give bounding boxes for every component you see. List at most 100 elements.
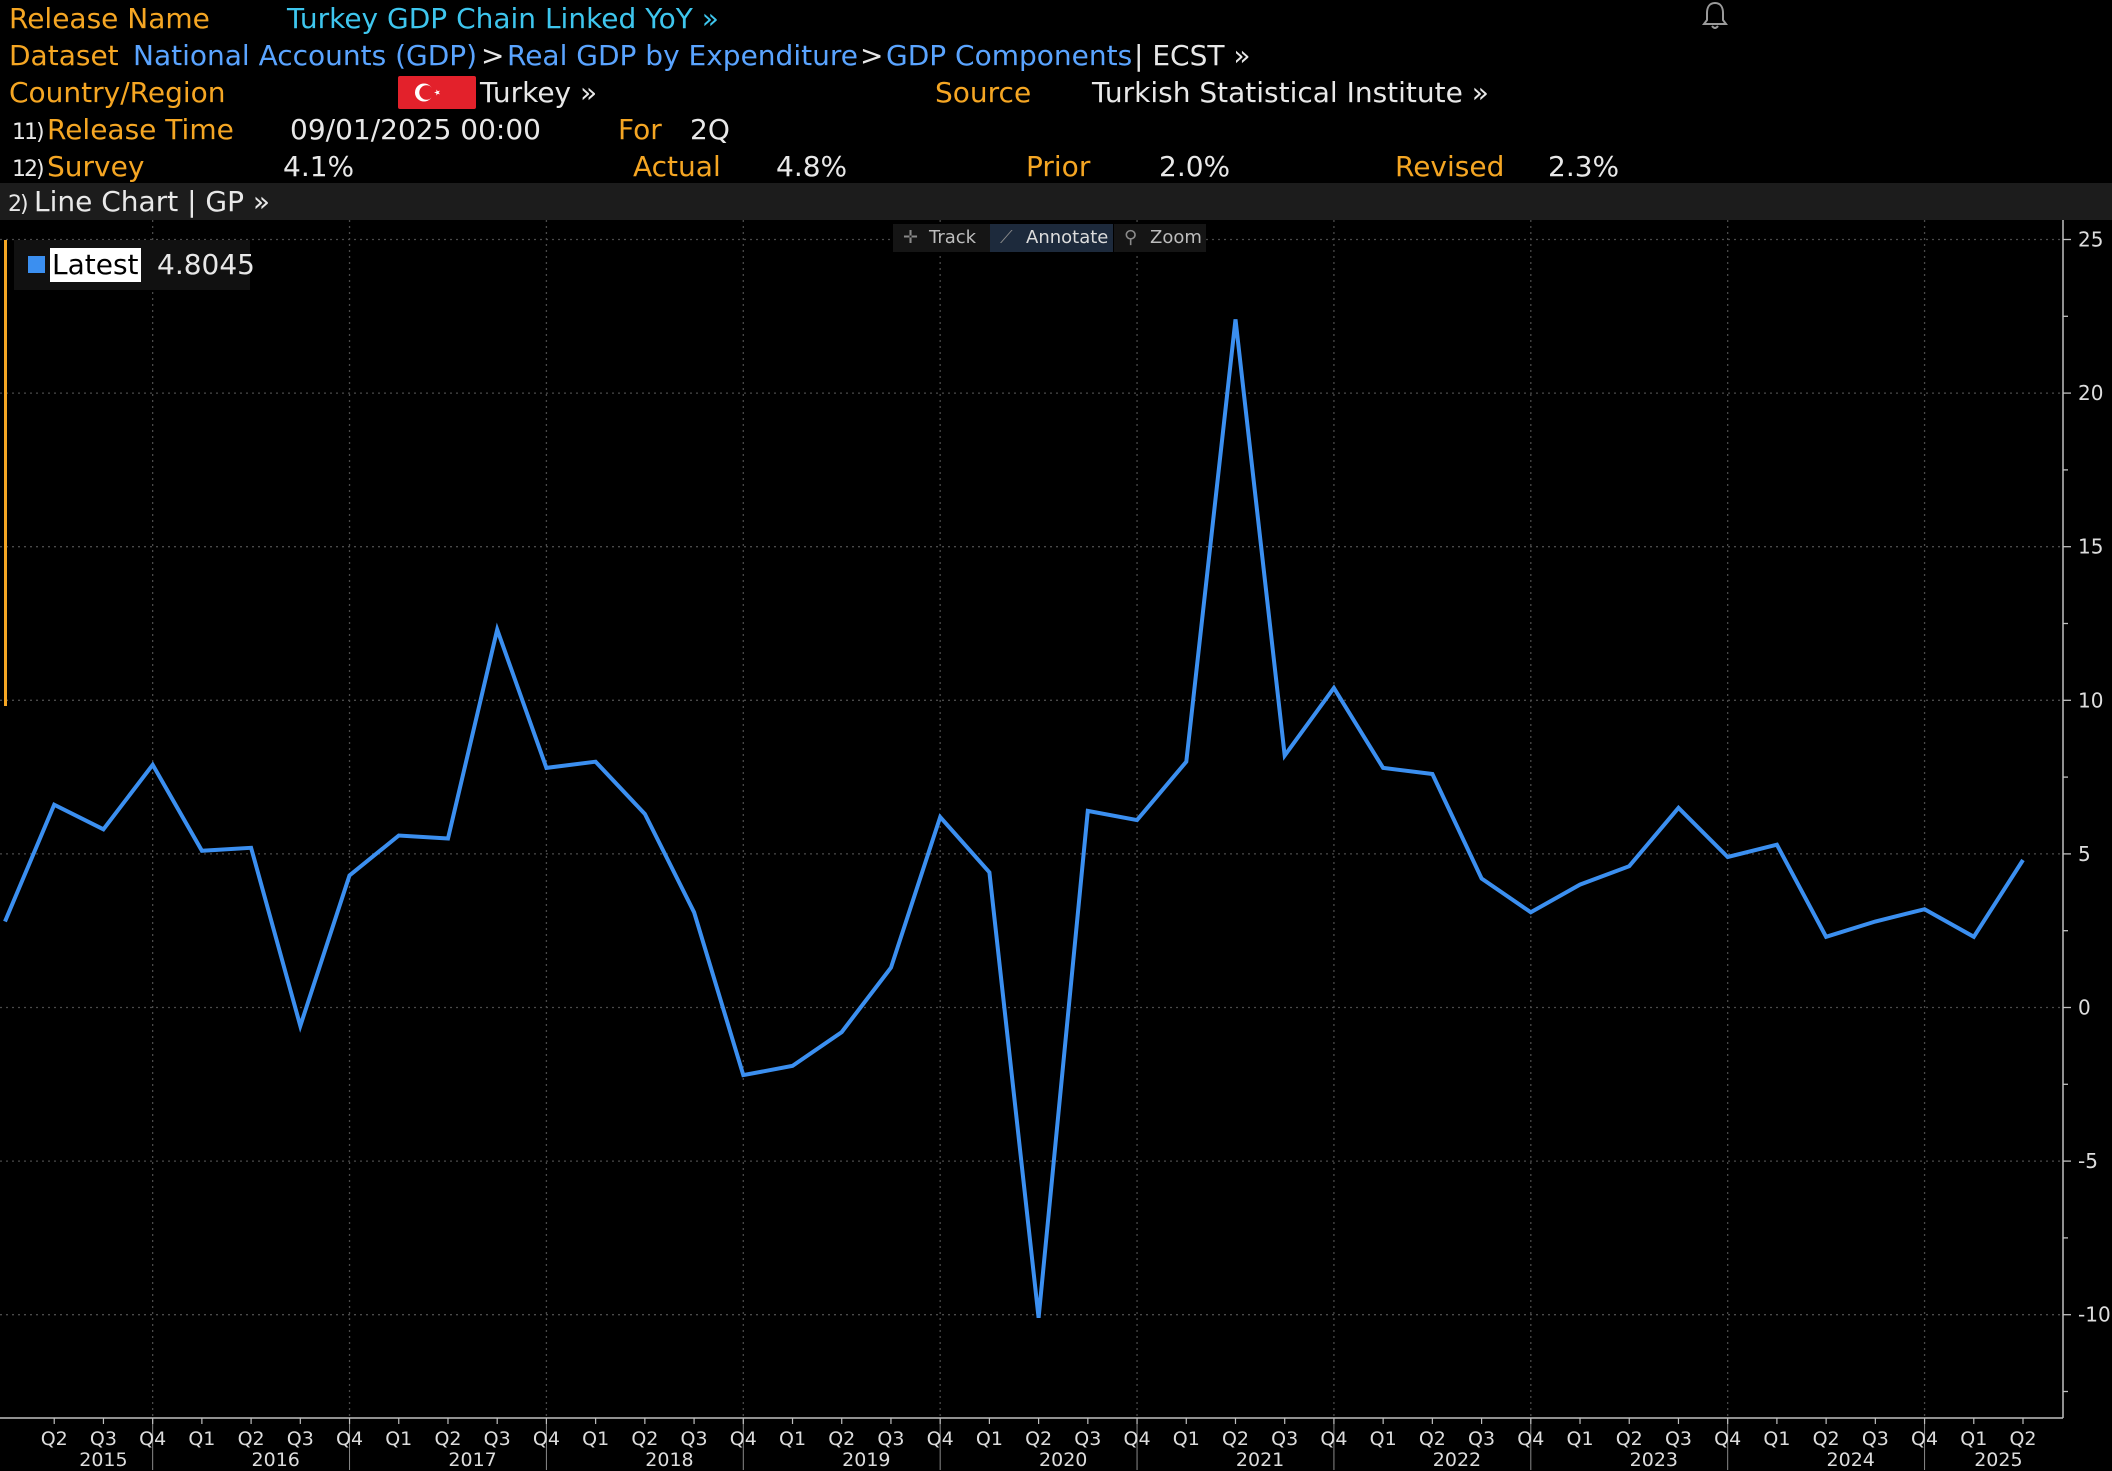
track-label: Track	[929, 227, 977, 248]
quarter-tick-label: Q2	[434, 1428, 461, 1450]
series-line-latest	[3, 319, 2025, 1319]
year-tick-label: 2025	[1974, 1449, 2022, 1471]
country-link[interactable]: Turkey »	[480, 76, 598, 109]
year-tick-label: 2020	[1039, 1449, 1087, 1471]
for-label: For	[618, 113, 662, 146]
quarter-tick-label: Q1	[188, 1428, 215, 1450]
dataset-sep-1: >	[481, 39, 505, 72]
chart-tab-number[interactable]: 2)	[8, 192, 29, 217]
quarter-tick-label: Q3	[681, 1428, 708, 1450]
legend-series-label[interactable]: Latest	[50, 248, 141, 282]
quarter-tick-label: Q3	[484, 1428, 511, 1450]
quarter-tick-label: Q4	[1320, 1428, 1347, 1450]
left-accent-bar	[4, 240, 7, 706]
y-tick-label: 15	[2078, 535, 2103, 559]
year-tick-label: 2018	[645, 1449, 693, 1471]
quarter-tick-label: Q3	[1665, 1428, 1692, 1450]
quarter-tick-label: Q3	[287, 1428, 314, 1450]
year-tick-label: 2017	[448, 1449, 496, 1471]
quarter-tick-label: Q1	[976, 1428, 1003, 1450]
release-name-label: Release Name	[9, 2, 210, 35]
quarter-tick-label: Q2	[41, 1428, 68, 1450]
actual-value: 4.8%	[776, 150, 848, 183]
y-tick-label: -5	[2078, 1149, 2098, 1173]
quarter-tick-label: Q4	[1714, 1428, 1741, 1450]
quarter-tick-label: Q3	[1074, 1428, 1101, 1450]
crosshair-icon: ✛	[903, 227, 919, 248]
quarter-tick-label: Q4	[927, 1428, 954, 1450]
quarter-tick-label: Q4	[1911, 1428, 1938, 1450]
quarter-tick-label: Q3	[1468, 1428, 1495, 1450]
quarter-tick-label: Q2	[1025, 1428, 1052, 1450]
legend-series-value: 4.8045	[157, 248, 255, 281]
quarter-tick-label: Q2	[1813, 1428, 1840, 1450]
quarter-tick-label: Q1	[1173, 1428, 1200, 1450]
legend-swatch	[28, 256, 45, 273]
year-tick-label: 2023	[1630, 1449, 1678, 1471]
dataset-label: Dataset	[9, 39, 119, 72]
chart-series	[3, 319, 2025, 1319]
quarter-tick-label: Q3	[90, 1428, 117, 1450]
year-tick-label: 2021	[1236, 1449, 1284, 1471]
quarter-tick-label: Q3	[1862, 1428, 1889, 1450]
source-label: Source	[935, 76, 1032, 109]
survey-value: 4.1%	[283, 150, 355, 183]
country-label: Country/Region	[9, 76, 226, 109]
quarter-tick-label: Q4	[1124, 1428, 1151, 1450]
quarter-tick-label: Q1	[1960, 1428, 1987, 1450]
dataset-crumb-gdp-components[interactable]: GDP Components	[886, 39, 1133, 72]
year-tick-label: 2019	[842, 1449, 890, 1471]
prior-value: 2.0%	[1159, 150, 1231, 183]
survey-label[interactable]: Survey	[47, 150, 145, 183]
for-value: 2Q	[690, 113, 730, 146]
quarter-tick-label: Q1	[1763, 1428, 1790, 1450]
release-time-number[interactable]: 11)	[12, 120, 45, 145]
annotate-button[interactable]: ⟋ Annotate	[990, 224, 1113, 252]
zoom-button[interactable]: ⚲ Zoom	[1114, 224, 1206, 252]
dataset-crumb-real-gdp[interactable]: Real GDP by Expenditure	[507, 39, 858, 72]
quarter-tick-label: Q4	[336, 1428, 363, 1450]
quarter-tick-label: Q4	[730, 1428, 757, 1450]
y-tick-label: 0	[2078, 996, 2091, 1020]
quarter-tick-label: Q1	[582, 1428, 609, 1450]
pencil-icon: ⟋	[1000, 227, 1013, 248]
annotate-label: Annotate	[1026, 227, 1109, 248]
dataset-ecst-link[interactable]: | ECST »	[1134, 39, 1251, 72]
y-tick-label: 25	[2078, 228, 2103, 252]
quarter-tick-label: Q2	[238, 1428, 265, 1450]
quarter-tick-label: Q1	[779, 1428, 806, 1450]
quarter-tick-label: Q2	[2009, 1428, 2036, 1450]
prior-label: Prior	[1026, 150, 1091, 183]
chart-tab-bar[interactable]: 2) Line Chart | GP »	[0, 183, 2112, 220]
quarter-tick-label: Q4	[533, 1428, 560, 1450]
y-tick-label: 20	[2078, 381, 2103, 405]
year-tick-label: 2016	[252, 1449, 300, 1471]
chart-legend[interactable]: Latest 4.8045	[14, 240, 255, 290]
dataset-crumb-national-accounts[interactable]: National Accounts (GDP)	[133, 39, 478, 72]
y-tick-label: -10	[2078, 1303, 2111, 1327]
y-tick-label: 10	[2078, 688, 2103, 712]
track-button[interactable]: ✛ Track	[893, 224, 995, 252]
chart-tab-label[interactable]: Line Chart | GP »	[34, 185, 271, 218]
actual-label: Actual	[633, 150, 721, 183]
release-time-label[interactable]: Release Time	[47, 113, 234, 146]
quarter-tick-label: Q3	[1271, 1428, 1298, 1450]
release-name-link[interactable]: Turkey GDP Chain Linked YoY »	[287, 2, 719, 35]
magnifier-icon: ⚲	[1124, 227, 1138, 248]
zoom-label: Zoom	[1150, 227, 1202, 248]
source-link[interactable]: Turkish Statistical Institute »	[1092, 76, 1489, 109]
quarter-tick-label: Q2	[1616, 1428, 1643, 1450]
bell-icon[interactable]	[1700, 0, 1730, 39]
release-time-value: 09/01/2025 00:00	[290, 113, 541, 146]
revised-value: 2.3%	[1548, 150, 1620, 183]
quarter-tick-label: Q2	[1419, 1428, 1446, 1450]
quarter-tick-label: Q2	[631, 1428, 658, 1450]
survey-number[interactable]: 12)	[12, 157, 45, 182]
turkey-flag-icon	[398, 76, 476, 109]
quarter-tick-label: Q3	[877, 1428, 904, 1450]
year-tick-label: 2022	[1433, 1449, 1481, 1471]
quarter-tick-label: Q2	[1222, 1428, 1249, 1450]
quarter-tick-label: Q4	[1517, 1428, 1544, 1450]
